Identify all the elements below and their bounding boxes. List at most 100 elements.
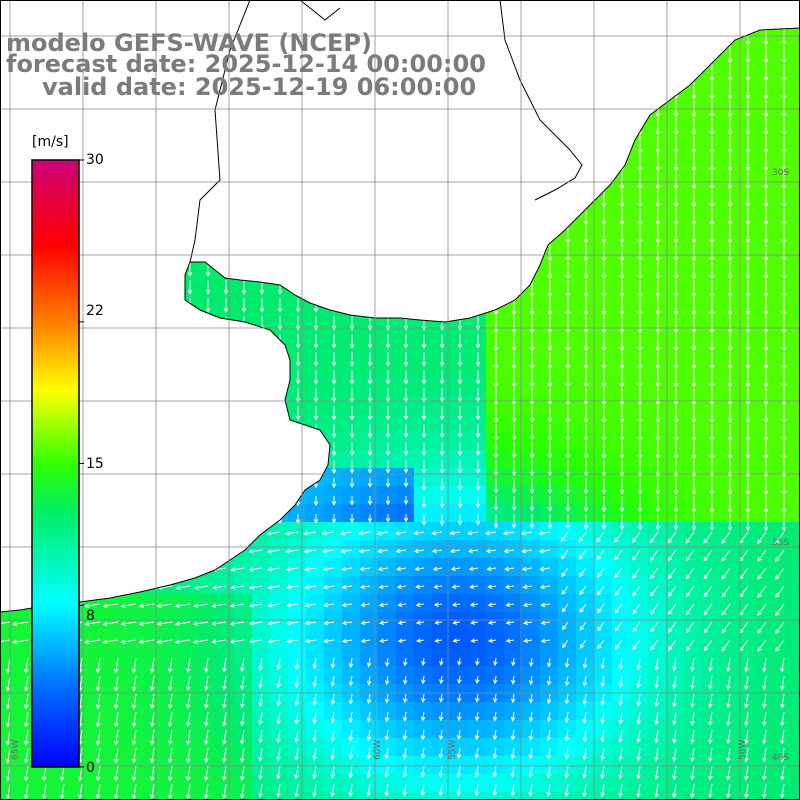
wind-arrow (330, 747, 336, 761)
wind-arrow (565, 280, 571, 298)
field-cell (360, 414, 379, 433)
wind-arrow (547, 244, 553, 262)
wind-arrow (348, 747, 354, 761)
wind-arrow (781, 262, 787, 280)
wind-arrow (618, 657, 624, 670)
wind-arrow (239, 765, 245, 782)
wind-arrow (470, 620, 479, 625)
field-cell (324, 738, 343, 757)
wind-arrow (385, 442, 391, 457)
wind-arrow (685, 549, 695, 562)
wind-arrow (619, 280, 625, 298)
wind-arrow (193, 639, 209, 645)
field-cell (216, 648, 235, 667)
wind-arrow (637, 190, 643, 208)
field-cell (792, 72, 800, 91)
colorbar-tick-8: 8 (86, 608, 95, 624)
field-cell (594, 378, 613, 397)
field-cell (738, 126, 757, 145)
wind-arrow (358, 548, 371, 554)
field-cell (576, 738, 595, 757)
field-cell (468, 504, 487, 523)
field-cell (702, 558, 721, 577)
wind-arrow (703, 567, 713, 580)
wind-arrow (529, 478, 535, 495)
field-cell (306, 540, 325, 559)
wind-arrow (528, 765, 534, 779)
field-cell (738, 468, 757, 487)
wind-arrow (313, 334, 319, 349)
wind-arrow (637, 154, 643, 172)
field-cell (180, 702, 199, 721)
wind-arrow (565, 316, 571, 334)
wind-arrow (529, 316, 535, 334)
wind-arrow (167, 729, 173, 746)
wind-arrow (286, 620, 299, 626)
wind-arrow (131, 693, 137, 710)
wind-arrow (493, 388, 499, 406)
field-cell (180, 612, 199, 631)
field-cell (414, 738, 433, 757)
field-cell (666, 450, 685, 469)
field-cell (756, 630, 775, 649)
field-cell (612, 774, 631, 793)
field-cell (468, 540, 487, 559)
wind-arrow (504, 584, 515, 590)
wind-arrow (248, 585, 263, 590)
wind-arrow (757, 639, 767, 652)
field-cell (108, 774, 127, 793)
wind-arrow (431, 530, 443, 536)
field-cell (270, 774, 289, 793)
field-cell (216, 576, 235, 595)
wind-arrow (601, 514, 607, 531)
wind-arrow (745, 208, 751, 226)
wind-arrow (727, 334, 733, 352)
wind-arrow (230, 567, 245, 572)
field-cell (594, 738, 613, 757)
wind-arrow (367, 388, 373, 403)
field-cell (648, 612, 667, 631)
wind-arrow (167, 783, 173, 800)
colorbar-tick-22: 22 (86, 303, 104, 319)
wind-arrow (457, 334, 463, 349)
wind-arrow (331, 406, 337, 421)
wind-arrow (23, 693, 29, 710)
wind-arrow (295, 388, 301, 403)
wind-arrow (511, 424, 517, 442)
wind-arrow (349, 316, 355, 331)
field-cell (540, 792, 559, 800)
wind-arrow (340, 548, 353, 554)
field-cell (450, 558, 469, 577)
field-cell (468, 360, 487, 379)
field-cell (576, 720, 595, 739)
wind-arrow (781, 496, 787, 514)
field-cell (378, 576, 397, 595)
wind-arrow (331, 478, 337, 489)
wind-arrow (529, 406, 535, 424)
field-cell (90, 666, 109, 685)
field-cell (648, 306, 667, 325)
wind-arrow (583, 388, 589, 406)
field-cell (594, 792, 613, 800)
field-cell (630, 468, 649, 487)
wind-arrow (258, 711, 263, 726)
wind-arrow (23, 783, 29, 800)
field-cell (324, 774, 343, 793)
wind-arrow (294, 783, 299, 798)
field-cell (612, 360, 631, 379)
field-cell (720, 306, 739, 325)
field-cell (720, 108, 739, 127)
field-cell (504, 378, 523, 397)
wind-arrow (349, 424, 355, 439)
wind-arrow (403, 388, 409, 403)
wind-arrow (95, 765, 101, 782)
wind-arrow (703, 549, 713, 562)
field-cell (594, 522, 613, 541)
field-cell (504, 756, 523, 775)
field-cell (774, 180, 793, 199)
field-cell (576, 594, 595, 613)
field-cell (702, 90, 721, 109)
field-cell (666, 396, 685, 415)
wind-arrow (709, 478, 715, 496)
wind-arrow (672, 657, 677, 672)
